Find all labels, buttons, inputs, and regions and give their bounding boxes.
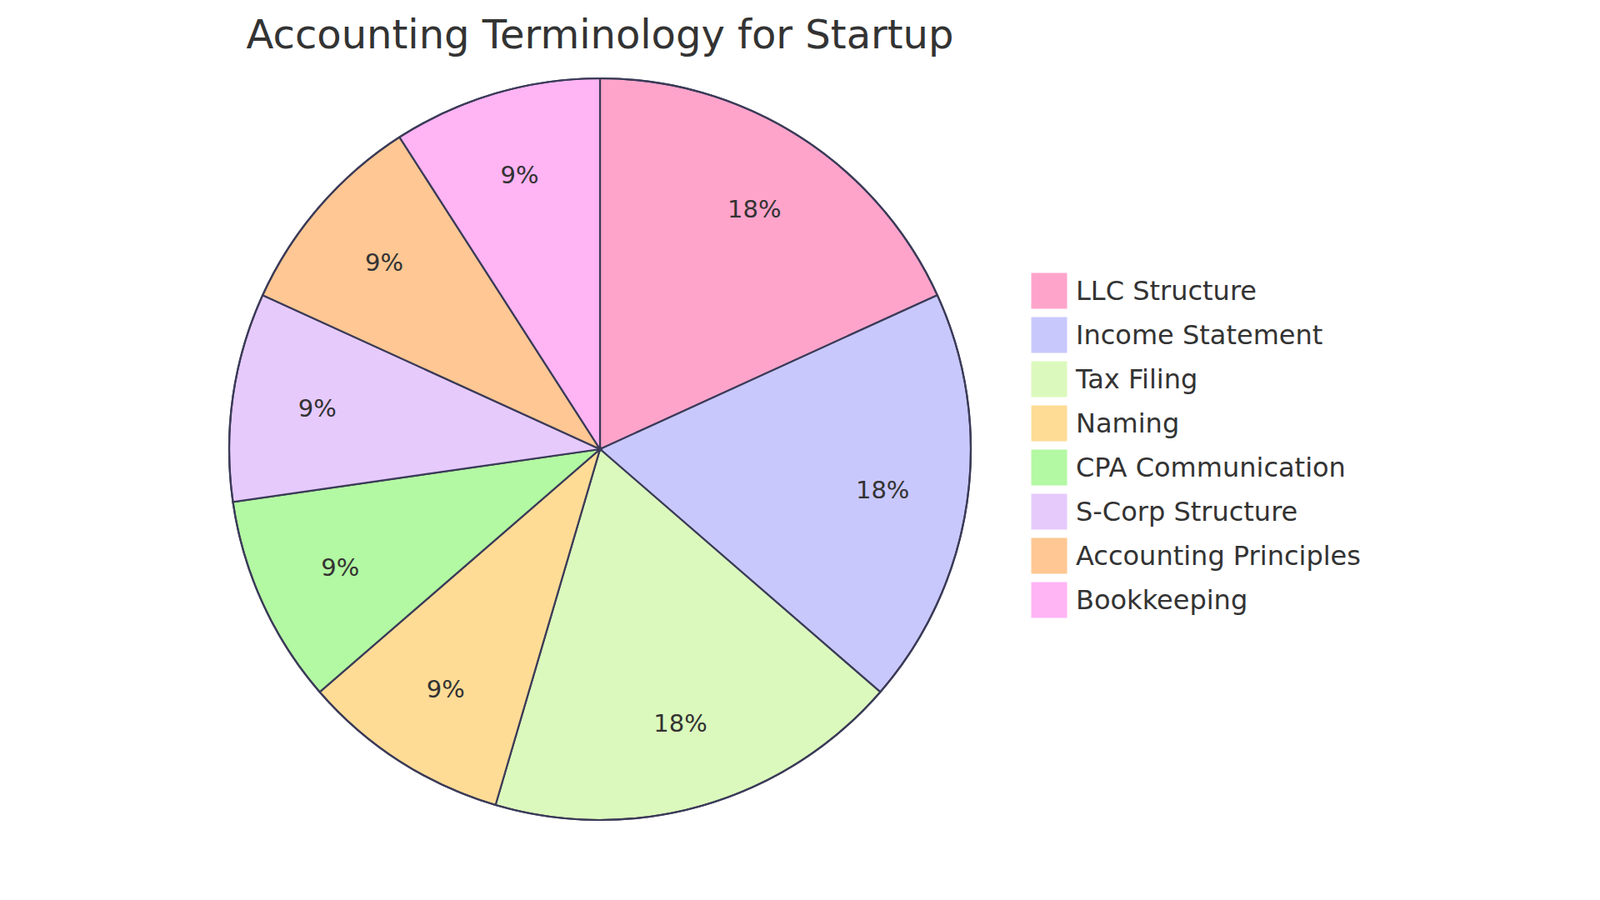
data-label: 9% xyxy=(365,248,404,277)
legend-label: CPA Communication xyxy=(1075,451,1346,484)
legend-label: S-Corp Structure xyxy=(1075,495,1298,528)
legend-swatch xyxy=(1030,405,1068,442)
legend-swatch xyxy=(1030,316,1068,354)
legend-label: Tax Filing xyxy=(1075,363,1198,395)
data-label: 9% xyxy=(426,675,465,704)
legend-swatch xyxy=(1030,272,1068,310)
legend-swatch xyxy=(1030,537,1068,575)
legend-swatch xyxy=(1030,449,1068,486)
data-label: 9% xyxy=(320,553,360,582)
data-label: 18% xyxy=(727,195,781,224)
legend-swatch xyxy=(1030,360,1068,398)
legend-label: LLC Structure xyxy=(1075,275,1257,307)
chart-title: Accounting Terminology for Startup xyxy=(246,10,955,58)
data-label: 18% xyxy=(855,475,910,505)
pie: 18% 18% 18% 9% 9% 9% 9% 9% xyxy=(229,78,971,820)
data-label: 18% xyxy=(653,709,707,738)
pie-slice xyxy=(399,78,600,450)
legend-label: Naming xyxy=(1075,407,1180,440)
pie-outline xyxy=(229,78,971,820)
data-label: 9% xyxy=(500,160,539,190)
legend-swatch xyxy=(1030,581,1068,619)
legend-label: Income Statement xyxy=(1075,319,1323,351)
legend-label: Bookkeeping xyxy=(1075,584,1248,616)
legend-label: Accounting Principles xyxy=(1075,540,1361,572)
data-label: 9% xyxy=(298,394,337,423)
legend-swatch xyxy=(1030,493,1068,530)
legend: LLC Structure Income Statement Tax Filing N… xyxy=(1030,272,1361,619)
chart: Accounting Terminology for Startup18%18%… xyxy=(0,0,1600,900)
